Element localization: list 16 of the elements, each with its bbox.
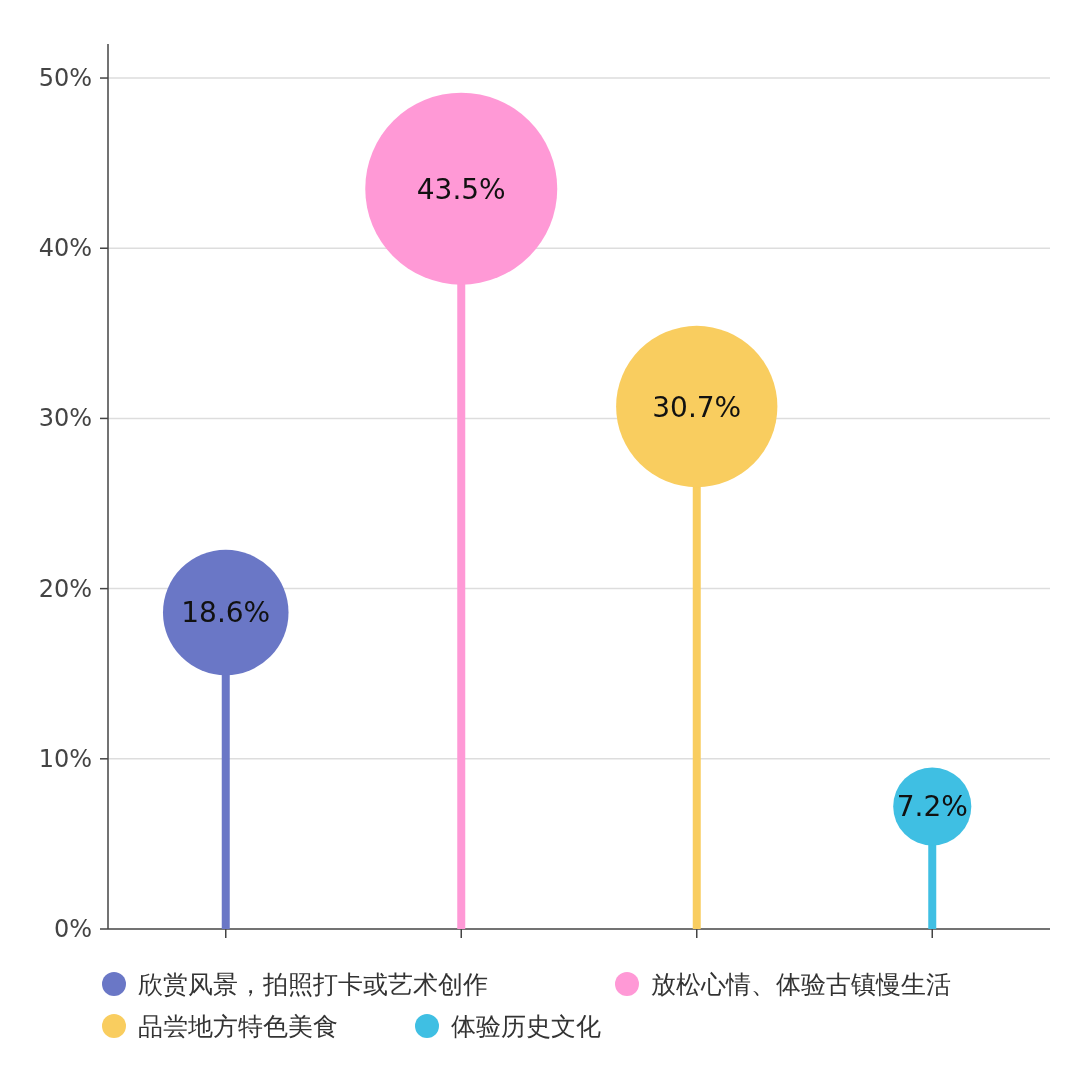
text: 43.5% — [416, 172, 506, 206]
point — [616, 325, 778, 488]
text: 30.7% — [652, 390, 742, 424]
y-tick-label: 50% — [38, 64, 92, 93]
y-tick-label: 30% — [38, 404, 92, 433]
point — [365, 92, 558, 285]
y-tick-label: 10% — [38, 744, 92, 773]
legend-label: 欣赏风景，拍照打卡或艺术创作 — [138, 970, 488, 999]
y-tick-label: 20% — [38, 574, 92, 603]
text: 18.6% — [181, 596, 271, 630]
y-tick-label: 40% — [38, 234, 92, 263]
text: 7.2% — [896, 790, 968, 824]
legend-label: 体验历史文化 — [451, 1012, 601, 1041]
legend-label: 品尝地方特色美食 — [138, 1012, 338, 1041]
y-tick-label: 0% — [53, 915, 92, 943]
legend-label: 放松心情、体验古镇慢生活 — [651, 970, 951, 999]
